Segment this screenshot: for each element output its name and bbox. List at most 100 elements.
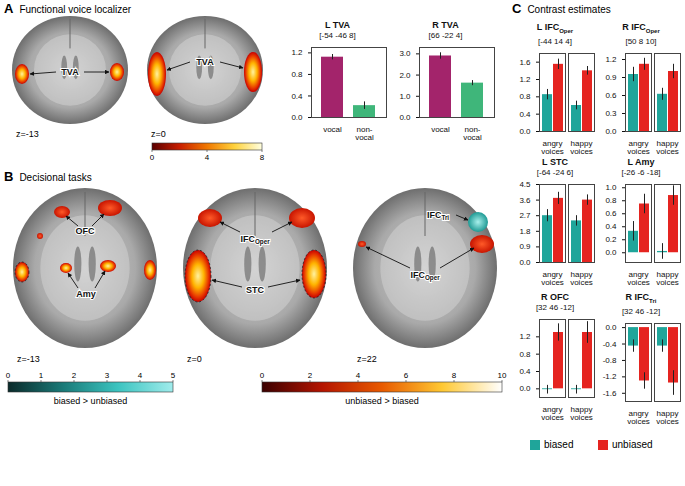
svg-text:z=22: z=22 [357,354,377,364]
svg-text:8: 8 [452,371,457,380]
svg-text:0.2: 0.2 [605,235,617,244]
svg-text:2: 2 [308,371,313,380]
svg-text:unbiased: unbiased [612,439,653,450]
svg-text:0.0: 0.0 [605,323,617,332]
svg-text:IFCOper: IFCOper [240,234,270,246]
svg-text:1.2: 1.2 [605,55,617,64]
svg-text:1.2: 1.2 [519,332,531,341]
svg-text:angryvoices: angryvoices [627,270,650,287]
svg-text:STC: STC [246,285,265,295]
svg-text:0.0: 0.0 [291,113,303,122]
html-text:R IFCOper: R IFCOper [622,22,660,34]
svg-text:non-vocal: non-vocal [355,125,374,142]
svg-text:1.6: 1.6 [519,58,531,67]
svg-text:4: 4 [356,371,361,380]
svg-text:angryvoices: angryvoices [627,409,650,426]
svg-text:0.0: 0.0 [519,127,531,136]
svg-text:10: 10 [498,371,507,380]
svg-text:angryvoices: angryvoices [627,139,650,156]
svg-text:z=-13: z=-13 [16,129,39,139]
svg-text:-0.8: -0.8 [603,356,617,365]
svg-text:happyvoices: happyvoices [656,409,679,426]
svg-text:angryvoices: angryvoices [541,270,564,287]
svg-text:0.0: 0.0 [519,258,531,267]
svg-text:1.8: 1.8 [519,227,531,236]
svg-text:0.8: 0.8 [519,350,531,359]
svg-text:unbiased > biased: unbiased > biased [345,396,418,406]
svg-text:0.9: 0.9 [519,242,531,251]
svg-text:TVA: TVA [196,57,214,67]
svg-text:0.0: 0.0 [399,113,411,122]
svg-text:angryvoices: angryvoices [541,405,564,422]
svg-text:6: 6 [404,371,409,380]
svg-text:0.0: 0.0 [605,127,617,136]
svg-text:1.2: 1.2 [519,75,531,84]
html-text:[50 8 10]: [50 8 10] [625,36,657,46]
svg-text:1.0: 1.0 [399,92,411,101]
svg-text:happyvoices: happyvoices [570,270,593,287]
html-text:L TVA: L TVA [324,20,351,30]
svg-text:0.4: 0.4 [605,222,617,231]
svg-text:0: 0 [150,153,155,162]
svg-text:0.4: 0.4 [519,367,531,376]
svg-text:0.3: 0.3 [605,109,617,118]
html-text:L Amy: L Amy [627,157,655,167]
svg-text:vocal: vocal [323,125,342,134]
svg-text:-1.6: -1.6 [603,389,617,398]
svg-text:z=0: z=0 [187,354,202,364]
html-text:L IFCOper: L IFCOper [536,22,574,34]
svg-text:CContrast estimates: CContrast estimates [512,1,611,16]
svg-text:4: 4 [138,371,143,380]
svg-text:TVA: TVA [61,67,79,77]
svg-text:0.4: 0.4 [519,110,531,119]
svg-text:2.0: 2.0 [399,71,411,80]
svg-text:0.8: 0.8 [291,70,303,79]
svg-text:AFunctional voice localizer: AFunctional voice localizer [4,1,132,16]
svg-text:3.0: 3.0 [399,49,411,58]
svg-text:happyvoices: happyvoices [656,139,679,156]
svg-text:0.8: 0.8 [519,92,531,101]
svg-text:z=-13: z=-13 [17,354,40,364]
svg-text:3: 3 [105,371,110,380]
svg-text:1.0: 1.0 [605,183,617,192]
html-text:[-44 14 4]: [-44 14 4] [538,36,572,46]
svg-text:4: 4 [205,153,210,162]
svg-text:BDecisional tasks: BDecisional tasks [4,169,92,184]
svg-text:angryvoices: angryvoices [541,139,564,156]
svg-text:-1.2: -1.2 [603,372,617,381]
svg-text:0.6: 0.6 [605,91,617,100]
svg-text:non-vocal: non-vocal [463,125,482,142]
html-text:L STC: L STC [542,157,568,167]
svg-text:-0.4: -0.4 [603,339,617,348]
svg-text:0.8: 0.8 [605,196,617,205]
html-text:R OFC: R OFC [541,292,569,302]
svg-text:0: 0 [6,371,11,380]
html-text:R IFCTri: R IFCTri [625,292,657,304]
svg-text:happyvoices: happyvoices [570,405,593,422]
svg-text:1: 1 [39,371,44,380]
svg-text:0.0: 0.0 [605,248,617,257]
svg-text:0.6: 0.6 [605,209,617,218]
svg-text:3.6: 3.6 [519,196,531,205]
svg-text:vocal: vocal [431,125,450,134]
svg-text:biased: biased [544,439,573,450]
svg-text:0.9: 0.9 [605,73,617,82]
svg-text:0.0: 0.0 [519,384,531,393]
svg-text:1.2: 1.2 [291,48,303,57]
svg-text:4.5: 4.5 [519,180,531,189]
svg-text:Amy: Amy [76,289,96,299]
svg-text:happyvoices: happyvoices [656,270,679,287]
svg-text:2.7: 2.7 [519,211,531,220]
svg-text:OFC: OFC [76,226,95,236]
html-text:R TVA: R TVA [432,20,459,30]
svg-text:IFCTri: IFCTri [427,210,449,221]
svg-text:8: 8 [260,153,265,162]
svg-text:biased > unbiased: biased > unbiased [54,396,127,406]
svg-text:5: 5 [171,371,176,380]
svg-text:0.4: 0.4 [291,92,303,101]
svg-text:z=0: z=0 [151,129,166,139]
svg-text:IFCOper: IFCOper [410,270,440,282]
svg-text:2: 2 [72,371,77,380]
svg-text:happyvoices: happyvoices [570,139,593,156]
svg-text:0: 0 [260,371,265,380]
